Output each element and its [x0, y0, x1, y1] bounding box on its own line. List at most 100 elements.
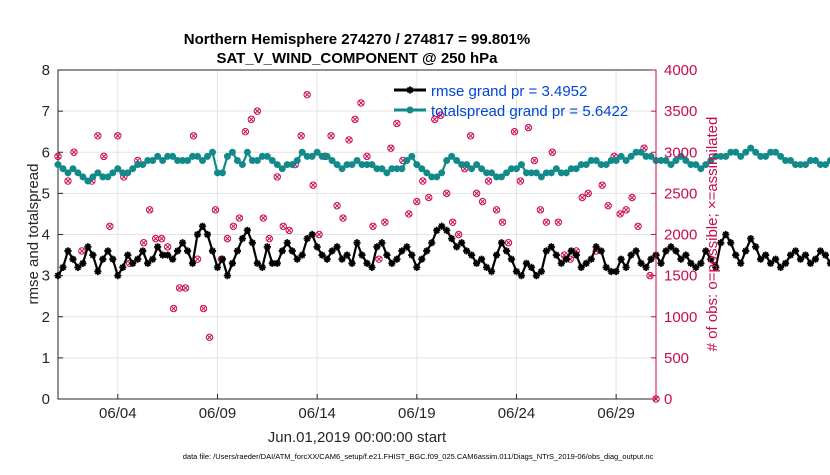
spread-point — [592, 156, 600, 164]
rmse-point — [134, 255, 142, 263]
obs-possible-marker — [548, 148, 557, 156]
spread-point — [378, 165, 386, 173]
obs-point — [548, 148, 557, 156]
obs-point — [114, 132, 122, 140]
obs-assimilated-marker — [140, 239, 147, 246]
spread-point — [722, 152, 730, 160]
rmse-point — [448, 235, 456, 243]
axes: 0 1 2 3 4 5 6 7 8 0 500 1000 1500 2000 2500 3000 3500 400… — [42, 62, 698, 422]
spread-point — [94, 169, 102, 177]
rmse-point — [776, 263, 785, 271]
rmse-point — [522, 259, 531, 267]
spread-point — [293, 156, 301, 164]
obs-assimilated-marker — [364, 153, 370, 160]
obs-possible-marker — [443, 189, 451, 198]
spread-point — [139, 161, 147, 169]
rmse-point — [712, 263, 720, 271]
obs-point — [315, 230, 323, 239]
rmse-point — [453, 243, 461, 251]
obs-assimilated-marker — [206, 334, 213, 341]
y-tick-label-right: 3000 — [664, 144, 697, 161]
spread-point — [468, 165, 476, 173]
obs-assimilated-marker — [376, 256, 382, 262]
rmse-point — [308, 230, 316, 239]
spread-point — [777, 152, 785, 160]
obs-point — [492, 206, 501, 214]
obs-point — [622, 206, 630, 214]
obs-point — [448, 218, 457, 226]
spread-point — [821, 161, 829, 169]
obs-possible-marker — [241, 127, 250, 136]
y-tick-label-right: 2500 — [664, 185, 697, 202]
rmse-point — [647, 255, 655, 263]
rmse-point — [577, 263, 585, 271]
spread-point — [253, 156, 261, 164]
obs-point — [106, 222, 114, 230]
obs-possible-marker — [205, 333, 214, 342]
rmse-point — [458, 239, 466, 247]
chart-title-line2: SAT_V_WIND_COMPONENT @ 250 hPa — [216, 50, 498, 67]
rmse-point — [393, 255, 401, 263]
obs-possible-marker — [94, 132, 102, 140]
obs-point — [169, 304, 178, 313]
rmse-point — [278, 247, 286, 255]
obs-possible-marker — [498, 218, 507, 226]
rmse-point — [144, 259, 152, 267]
obs-assimilated-marker — [146, 207, 153, 213]
spread-point — [532, 169, 540, 177]
obs-possible-marker — [542, 218, 551, 226]
rmse-point — [228, 259, 237, 267]
rmse-point — [149, 255, 157, 263]
legend: rmse grand pr = 3.4952 totalspread grand… — [394, 83, 628, 120]
obs-point — [100, 152, 108, 161]
rmse-point — [333, 243, 341, 251]
rmse-point — [747, 235, 755, 243]
x-tick-label: 06/04 — [99, 405, 137, 422]
y-tick-label-right: 3500 — [664, 103, 697, 120]
obs-possible-marker — [333, 202, 341, 210]
y-tick-label-right: 0 — [664, 391, 672, 408]
spread-point — [488, 169, 496, 177]
obs-assimilated-marker — [200, 305, 207, 312]
obs-possible-marker — [259, 214, 268, 222]
obs-assimilated-marker — [152, 235, 159, 242]
rmse-point — [657, 259, 665, 267]
rmse-point — [223, 272, 232, 280]
y-tick-label-left: 0 — [42, 391, 50, 408]
spread-point — [473, 161, 481, 169]
obs-point — [381, 218, 389, 226]
obs-possible-marker — [393, 119, 401, 128]
y-tick-label-left: 2 — [42, 309, 50, 326]
spread-point — [826, 157, 830, 164]
spread-point — [408, 152, 416, 160]
spread-point — [602, 161, 610, 169]
obs-possible-marker — [363, 152, 371, 161]
obs-point — [333, 202, 341, 210]
rmse-point — [697, 259, 705, 267]
obs-assimilated-marker — [298, 133, 304, 139]
rmse-point — [727, 239, 735, 247]
rmse-point — [84, 243, 92, 251]
rmse-point — [622, 263, 630, 271]
obs-assimilated-marker — [617, 211, 623, 217]
rmse-point — [64, 247, 72, 255]
spread-point — [662, 156, 670, 164]
spread-point — [627, 152, 635, 160]
spread-point — [54, 161, 62, 169]
rmse-point — [413, 263, 421, 271]
obs-possible-marker — [253, 107, 262, 115]
obs-point — [339, 214, 347, 222]
spread-point — [69, 165, 77, 173]
obs-possible-marker — [484, 177, 493, 185]
rmse-point — [298, 251, 306, 259]
obs-possible-marker — [536, 206, 545, 214]
obs-point — [223, 234, 232, 243]
obs-point — [478, 197, 487, 206]
spread-point — [443, 156, 451, 164]
obs-point — [279, 222, 287, 230]
legend-spread-marker — [406, 106, 414, 114]
obs-possible-marker — [309, 181, 317, 189]
legend-spread-label: totalspread grand pr = 5.6422 — [431, 103, 628, 120]
rmse-point — [662, 247, 670, 255]
obs-point — [472, 189, 481, 198]
